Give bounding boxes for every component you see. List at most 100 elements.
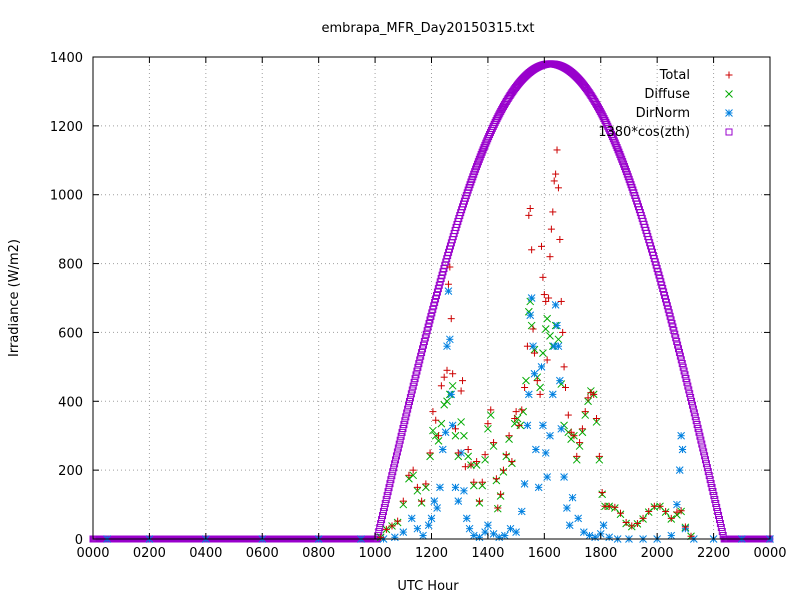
y-tick-label: 600 xyxy=(58,326,83,341)
total-point xyxy=(457,387,465,395)
clear-sky-point xyxy=(399,424,407,432)
diffuse-point xyxy=(457,418,465,426)
clear-sky-point xyxy=(400,421,408,429)
clear-sky-point xyxy=(384,488,392,496)
legend-label: Diffuse xyxy=(644,87,690,102)
diffuse-point xyxy=(460,431,468,440)
total-point xyxy=(499,466,507,474)
diffuse-point xyxy=(484,424,492,433)
total-point xyxy=(656,502,664,510)
dirnorm-point xyxy=(579,528,588,536)
clear-sky-point xyxy=(674,341,682,349)
total-point xyxy=(552,170,560,178)
total-point xyxy=(598,489,606,497)
clear-sky-point xyxy=(611,139,619,147)
total-point xyxy=(409,466,417,474)
diffuse-point xyxy=(536,383,544,392)
dirnorm-point xyxy=(465,524,474,533)
diffuse-point xyxy=(510,419,519,428)
total-point xyxy=(561,384,569,392)
dirnorm-point xyxy=(484,521,492,530)
total-point xyxy=(645,507,653,515)
dirnorm-point xyxy=(555,376,564,385)
x-tick-label: 1800 xyxy=(584,546,617,561)
clear-sky-point xyxy=(428,309,436,317)
diffuse-point xyxy=(541,325,550,333)
total-point xyxy=(492,475,500,483)
clear-sky-point xyxy=(703,464,711,472)
clear-sky-point xyxy=(665,309,673,317)
clear-sky-point xyxy=(410,378,418,386)
total-point xyxy=(560,363,568,371)
clear-sky-point xyxy=(404,405,412,413)
diffuse-point xyxy=(522,376,530,385)
dirnorm-point xyxy=(526,311,535,320)
total-point xyxy=(611,503,619,511)
clear-sky-point xyxy=(383,492,391,500)
clear-sky-point xyxy=(421,334,429,342)
legend-clear-sky: 1380*cos(zth) xyxy=(598,125,733,140)
dirnorm-point xyxy=(548,390,557,399)
dirnorm-point xyxy=(539,421,547,430)
clear-sky-point xyxy=(621,163,629,171)
dirnorm-point xyxy=(444,287,453,295)
clear-sky-point xyxy=(411,375,419,383)
clear-sky-point xyxy=(688,401,696,409)
total-point xyxy=(487,406,495,414)
x-tick-label: 0800 xyxy=(302,546,335,561)
dirnorm-point xyxy=(530,369,539,378)
dirnorm-point xyxy=(677,431,685,440)
total-point xyxy=(547,225,555,233)
total-point xyxy=(543,356,551,364)
legend-marker xyxy=(725,90,733,98)
legend: Total Diffuse DirNorm 1380*cos(zth) xyxy=(598,68,733,140)
clear-sky-point xyxy=(717,523,725,531)
total-point xyxy=(533,377,541,385)
y-tick-label: 1000 xyxy=(50,189,83,204)
chart-title: embrapa_MFR_Day20150315.txt xyxy=(321,21,534,36)
clear-sky-point xyxy=(401,417,409,425)
dirnorm-point xyxy=(517,507,526,516)
y-tick-label: 800 xyxy=(58,258,83,273)
clear-sky-point xyxy=(685,386,693,394)
clear-sky-point xyxy=(620,160,628,168)
clear-sky-point xyxy=(698,440,706,448)
clear-sky-point xyxy=(694,424,702,432)
clear-sky-point xyxy=(423,327,431,335)
clear-sky-point xyxy=(707,480,715,488)
dirnorm-point xyxy=(512,528,520,536)
total-point xyxy=(515,421,523,429)
total-point xyxy=(573,452,581,460)
dirnorm-point xyxy=(430,497,439,505)
clear-sky-point xyxy=(390,464,398,472)
dirnorm-point xyxy=(568,493,577,502)
clear-sky-point xyxy=(689,405,697,413)
diffuse-point xyxy=(554,335,563,344)
dirnorm-point xyxy=(543,473,552,481)
clear-sky-point xyxy=(419,341,427,349)
clear-sky-point xyxy=(407,390,415,398)
total-point xyxy=(557,297,565,305)
clear-sky-point xyxy=(670,327,678,335)
clear-sky-point xyxy=(708,484,716,492)
clear-sky-point xyxy=(618,155,626,163)
diffuse-point xyxy=(539,349,547,357)
dirnorm-point xyxy=(675,466,684,474)
total-point xyxy=(546,253,554,261)
total-point xyxy=(467,461,475,469)
dirnorm-point xyxy=(529,342,537,351)
total-point xyxy=(413,483,421,491)
clear-sky-point xyxy=(389,468,397,476)
clear-sky-point xyxy=(475,155,483,163)
x-tick-label: 0400 xyxy=(189,546,222,561)
total-point xyxy=(426,449,434,457)
total-point xyxy=(494,504,502,512)
dirnorm-point xyxy=(413,524,422,533)
diffuse-point xyxy=(437,419,446,428)
total-point xyxy=(633,520,641,528)
clear-sky-point xyxy=(378,516,386,524)
total-point xyxy=(418,497,426,505)
clear-sky-point xyxy=(679,363,687,371)
total-point xyxy=(475,497,483,505)
clear-sky-point xyxy=(715,511,723,519)
